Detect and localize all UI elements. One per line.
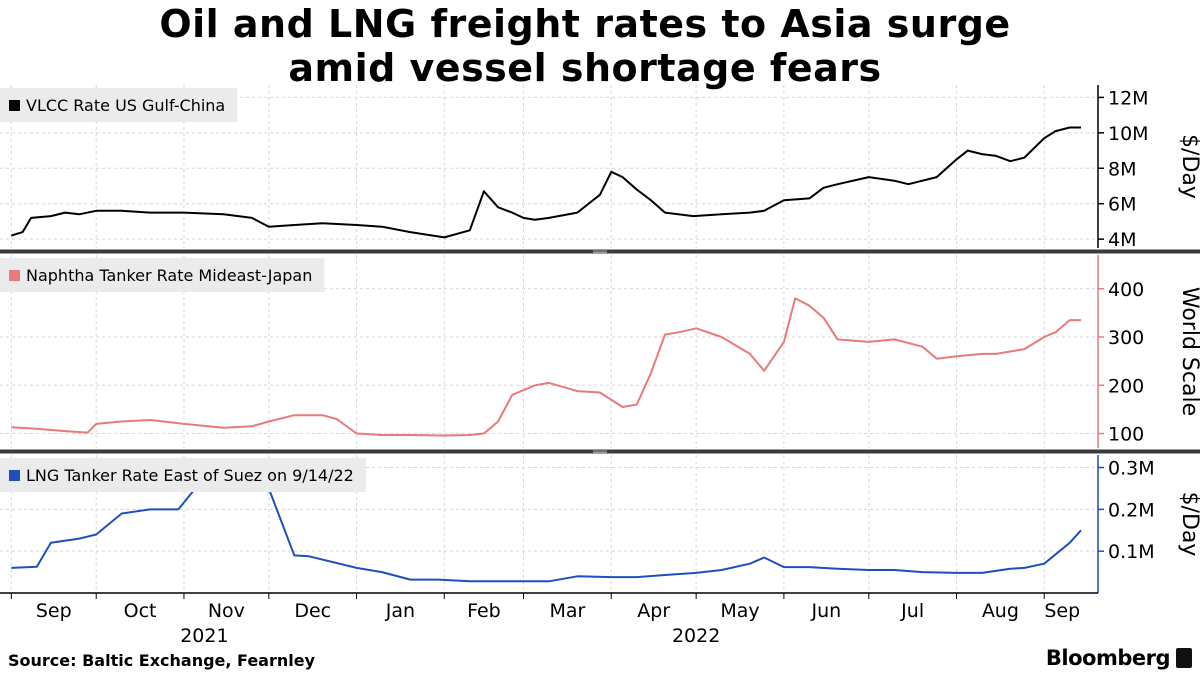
- terminal-icon: [1176, 648, 1192, 668]
- title-line-1: Oil and LNG freight rates to Asia surge: [159, 2, 1011, 46]
- x-tick-label: Dec: [294, 600, 331, 622]
- legend: VLCC Rate US Gulf-China: [0, 88, 238, 122]
- x-tick-label: Mar: [549, 600, 585, 622]
- y-tick-label: 4M: [1108, 229, 1136, 251]
- y-tick-label: 12M: [1108, 87, 1149, 109]
- panel-separator: [0, 249, 1200, 254]
- y-tick-label: 6M: [1108, 194, 1136, 216]
- legend-label: Naphtha Tanker Rate Mideast-Japan: [26, 266, 312, 285]
- y-tick-label: 200: [1108, 375, 1144, 397]
- x-tick-label: Jun: [810, 600, 841, 622]
- y-tick-label: 8M: [1108, 158, 1136, 180]
- series-line: [11, 483, 1082, 583]
- x-tick-label: Aug: [982, 600, 1019, 622]
- x-tick-label: Sep: [36, 600, 72, 622]
- y-tick-label: 0.2M: [1108, 499, 1155, 521]
- legend-label: LNG Tanker Rate East of Suez on 9/14/22: [26, 466, 354, 485]
- y-tick-label: 400: [1108, 279, 1144, 301]
- x-tick-label: Oct: [124, 600, 157, 622]
- legend: LNG Tanker Rate East of Suez on 9/14/22: [0, 458, 366, 492]
- brand-name: Bloomberg: [1045, 646, 1171, 670]
- y-tick-label: 0.1M: [1108, 541, 1155, 563]
- series-line: [11, 126, 1081, 239]
- y-axis-title: World Scale: [1177, 287, 1200, 416]
- x-tick-label: Feb: [467, 600, 501, 622]
- panel-2: 100 200 300 400 World Scale Naphtha Tanker Ra…: [0, 255, 1200, 448]
- y-tick-label: 0.3M: [1108, 458, 1155, 480]
- y-axis-title: $/Day: [1177, 134, 1200, 199]
- legend-background: [0, 88, 238, 122]
- legend-background: [0, 458, 366, 492]
- title-line-2: amid vessel shortage fears: [288, 46, 882, 90]
- bloomberg-logo: Bloomberg: [1046, 646, 1192, 670]
- panel-separator: [0, 449, 1200, 454]
- x-tick-label: Jul: [900, 600, 924, 622]
- panel-1: 4M 6M 8M 10M 12M $/Day VLCC Rate US Gulf-China: [0, 85, 1200, 251]
- legend: Naphtha Tanker Rate Mideast-Japan: [0, 258, 325, 292]
- series-line: [11, 297, 1081, 437]
- x-tick-label: Nov: [208, 600, 245, 622]
- y-tick-label: 10M: [1108, 123, 1149, 145]
- y-tick-label: 100: [1108, 424, 1144, 446]
- x-tick-label: Jan: [385, 600, 415, 622]
- y-axis-title: $/Day: [1177, 492, 1200, 557]
- x-tick-label: Apr: [637, 600, 670, 622]
- x-tick-label: Sep: [1044, 600, 1080, 622]
- x-tick-label: May: [720, 600, 759, 622]
- source-note: Source: Baltic Exchange, Fearnley: [8, 651, 316, 670]
- legend-swatch: [9, 100, 20, 111]
- year-label-2022: 2022: [672, 625, 720, 647]
- legend-background: [0, 258, 325, 292]
- chart-title: Oil and LNG freight rates to Asia surge …: [0, 2, 1170, 90]
- panel-3: 0.1M 0.2M 0.3M $/Day LNG Tanker Rate East of…: [0, 455, 1200, 593]
- legend-swatch: [9, 470, 20, 481]
- year-label-2021: 2021: [180, 625, 228, 647]
- legend-label: VLCC Rate US Gulf-China: [26, 96, 225, 115]
- y-tick-label: 300: [1108, 327, 1144, 349]
- legend-swatch: [9, 270, 20, 281]
